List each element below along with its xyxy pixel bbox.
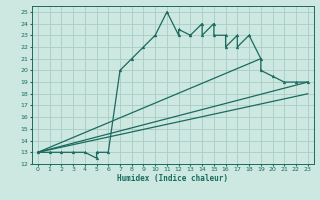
X-axis label: Humidex (Indice chaleur): Humidex (Indice chaleur) xyxy=(117,174,228,183)
